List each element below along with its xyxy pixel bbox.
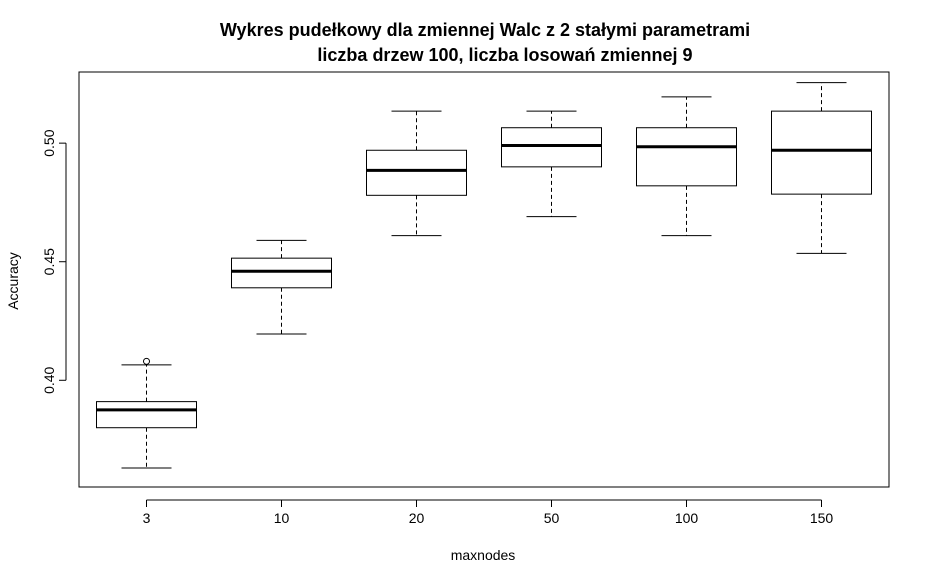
x-tick-label: 20 [409,510,425,526]
box-rect [366,149,467,196]
outlier-point [143,357,150,365]
box-50 [501,110,602,218]
y-tick-label: 0.40 [41,366,57,393]
chart-title: Wykres pudełkowy dla zmiennej Walc z 2 s… [220,20,750,40]
box-rect [96,401,197,429]
box-20 [366,110,467,237]
boxes-group [96,82,872,469]
x-axis: 3 10 20 50 100 150 [143,499,834,526]
box-150 [771,82,872,254]
box-rect [231,257,332,289]
box-10 [231,239,332,335]
plot-frame [78,71,890,488]
box-3 [96,357,197,469]
x-tick-label: 3 [143,510,151,526]
x-tick-label: 50 [544,510,560,526]
chart-subtitle: liczba drzew 100, liczba losowań zmienne… [317,45,692,65]
y-axis: 0.40 0.45 0.50 [41,129,67,394]
x-tick-label: 100 [675,510,699,526]
box-rect [771,110,872,195]
box-rect [501,127,602,168]
y-tick-label: 0.50 [41,129,57,156]
x-tick-label: 10 [274,510,290,526]
x-tick-label: 150 [810,510,834,526]
y-tick-label: 0.45 [41,248,57,275]
x-axis-label: maxnodes [451,547,516,563]
y-axis-label: Accuracy [5,252,21,310]
box-100 [636,96,737,237]
box-rect [636,127,737,187]
